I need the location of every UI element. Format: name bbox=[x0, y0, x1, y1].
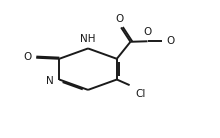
Text: O: O bbox=[143, 27, 152, 37]
Text: Cl: Cl bbox=[136, 89, 146, 99]
Text: NH: NH bbox=[80, 34, 96, 44]
Text: O: O bbox=[115, 14, 123, 24]
Text: N: N bbox=[46, 76, 54, 86]
Text: O: O bbox=[24, 52, 32, 62]
Text: O: O bbox=[166, 36, 174, 46]
